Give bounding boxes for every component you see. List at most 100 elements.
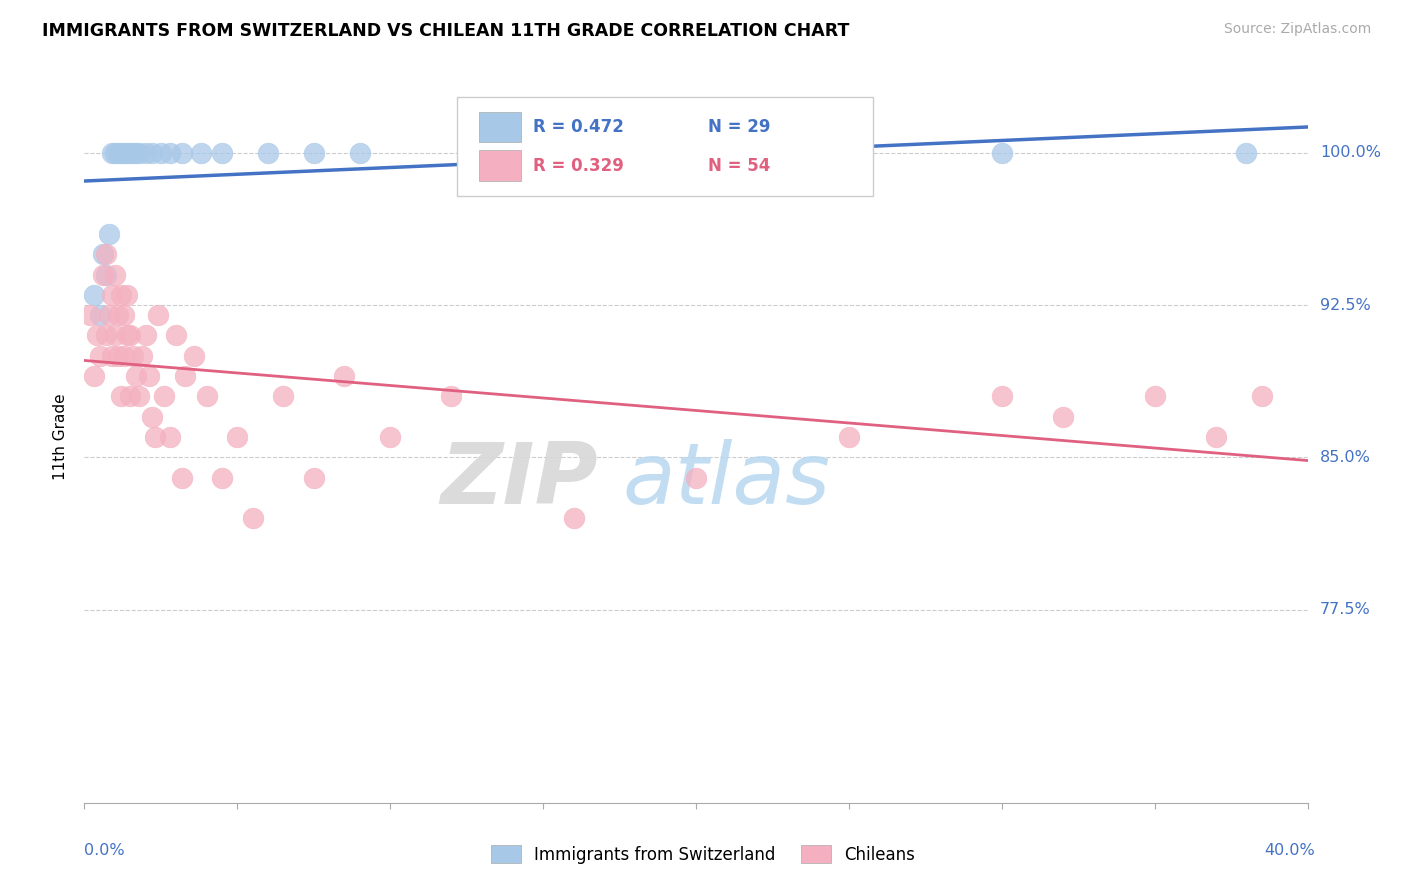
Point [226, 430, 249, 444]
Point [101, 349, 124, 363]
Point [211, 471, 233, 485]
Point [115, 145, 138, 160]
Point [120, 389, 142, 403]
Point [97, 308, 120, 322]
Point [1052, 409, 1074, 424]
Point [107, 308, 129, 322]
Point [172, 471, 194, 485]
Point [190, 145, 212, 160]
Point [122, 349, 145, 363]
Point [115, 328, 138, 343]
Point [349, 145, 371, 160]
FancyBboxPatch shape [479, 112, 522, 143]
Point [143, 430, 166, 444]
Point [112, 349, 135, 363]
Point [101, 288, 124, 302]
Point [94, 268, 117, 282]
Point [685, 471, 707, 485]
Text: R = 0.472: R = 0.472 [533, 118, 624, 136]
Text: 85.0%: 85.0% [1320, 450, 1371, 465]
Point [128, 389, 150, 403]
Point [380, 430, 402, 444]
Point [97, 227, 120, 241]
Point [89, 308, 111, 322]
Point [135, 328, 157, 343]
Point [83, 288, 105, 302]
Point [110, 145, 132, 160]
Point [838, 430, 860, 444]
Point [440, 389, 463, 403]
Point [195, 389, 218, 403]
Text: atlas: atlas [623, 440, 831, 523]
Point [159, 145, 181, 160]
Point [1234, 145, 1257, 160]
Point [141, 145, 163, 160]
Point [1250, 389, 1272, 403]
Point [172, 145, 194, 160]
Point [112, 308, 135, 322]
Point [146, 308, 169, 322]
Point [125, 369, 148, 384]
Point [183, 349, 205, 363]
Y-axis label: 11th Grade: 11th Grade [53, 393, 69, 481]
Text: 40.0%: 40.0% [1264, 843, 1315, 858]
Point [149, 145, 172, 160]
Text: N = 54: N = 54 [709, 157, 770, 175]
Point [135, 145, 157, 160]
Point [302, 471, 325, 485]
Point [271, 389, 294, 403]
Point [101, 145, 124, 160]
Point [115, 288, 138, 302]
Point [110, 288, 132, 302]
Point [89, 349, 111, 363]
Point [104, 145, 127, 160]
Point [128, 145, 150, 160]
Point [79, 308, 101, 322]
Point [1205, 430, 1227, 444]
Point [83, 369, 105, 384]
Point [138, 369, 160, 384]
Point [94, 247, 117, 261]
Point [107, 145, 129, 160]
Point [104, 328, 127, 343]
Point [107, 349, 129, 363]
Point [122, 145, 145, 160]
Text: 92.5%: 92.5% [1320, 298, 1371, 312]
Point [94, 328, 117, 343]
Text: 100.0%: 100.0% [1320, 145, 1381, 161]
Point [141, 409, 163, 424]
Point [112, 145, 135, 160]
Legend: Immigrants from Switzerland, Chileans: Immigrants from Switzerland, Chileans [485, 838, 921, 871]
Point [333, 369, 356, 384]
Point [302, 145, 325, 160]
Point [104, 268, 127, 282]
Text: IMMIGRANTS FROM SWITZERLAND VS CHILEAN 11TH GRADE CORRELATION CHART: IMMIGRANTS FROM SWITZERLAND VS CHILEAN 1… [42, 22, 849, 40]
FancyBboxPatch shape [479, 151, 522, 181]
Point [165, 328, 187, 343]
Point [242, 511, 264, 525]
Text: N = 29: N = 29 [709, 118, 770, 136]
Point [91, 268, 114, 282]
Point [110, 389, 132, 403]
Point [159, 430, 181, 444]
Point [257, 145, 280, 160]
Point [211, 145, 233, 160]
Point [120, 145, 142, 160]
Text: ZIP: ZIP [440, 440, 598, 523]
Point [1143, 389, 1166, 403]
Point [471, 145, 494, 160]
Point [120, 328, 142, 343]
Point [990, 389, 1012, 403]
Point [990, 145, 1012, 160]
Text: 77.5%: 77.5% [1320, 602, 1371, 617]
Text: 0.0%: 0.0% [84, 843, 125, 858]
Text: R = 0.329: R = 0.329 [533, 157, 624, 175]
Point [86, 328, 108, 343]
Point [125, 145, 148, 160]
Text: Source: ZipAtlas.com: Source: ZipAtlas.com [1223, 22, 1371, 37]
Point [91, 247, 114, 261]
FancyBboxPatch shape [457, 97, 873, 195]
Point [131, 349, 153, 363]
Point [609, 145, 631, 160]
Point [562, 511, 585, 525]
